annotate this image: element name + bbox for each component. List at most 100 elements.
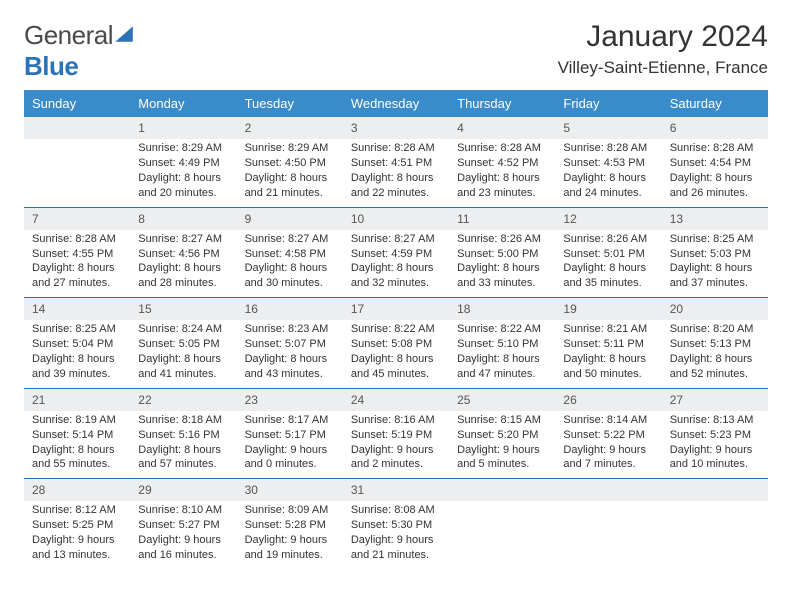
calendar-cell: [24, 117, 130, 207]
calendar-table: SundayMondayTuesdayWednesdayThursdayFrid…: [24, 90, 768, 569]
logo-word-right: Blue: [24, 51, 78, 81]
day-number: 10: [343, 208, 449, 230]
calendar-cell: 31Sunrise: 8:08 AMSunset: 5:30 PMDayligh…: [343, 479, 449, 569]
logo-triangle-icon: [113, 20, 135, 50]
sunrise-text: Sunrise: 8:23 AM: [245, 322, 335, 337]
day-details: Sunrise: 8:22 AMSunset: 5:10 PMDaylight:…: [449, 320, 555, 387]
calendar-cell: 9Sunrise: 8:27 AMSunset: 4:58 PMDaylight…: [237, 207, 343, 298]
sunset-text: Sunset: 5:23 PM: [670, 428, 760, 443]
sunrise-text: Sunrise: 8:08 AM: [351, 503, 441, 518]
daylight-text-2: and 41 minutes.: [138, 367, 228, 382]
daylight-text-1: Daylight: 8 hours: [563, 261, 653, 276]
day-details: Sunrise: 8:08 AMSunset: 5:30 PMDaylight:…: [343, 501, 449, 568]
day-details: Sunrise: 8:19 AMSunset: 5:14 PMDaylight:…: [24, 411, 130, 478]
sunset-text: Sunset: 5:27 PM: [138, 518, 228, 533]
sunrise-text: Sunrise: 8:25 AM: [32, 322, 122, 337]
day-header: Friday: [555, 90, 661, 117]
day-number: 13: [662, 208, 768, 230]
day-number: [555, 479, 661, 501]
day-details: Sunrise: 8:20 AMSunset: 5:13 PMDaylight:…: [662, 320, 768, 387]
sunrise-text: Sunrise: 8:25 AM: [670, 232, 760, 247]
calendar-cell: 23Sunrise: 8:17 AMSunset: 5:17 PMDayligh…: [237, 388, 343, 479]
daylight-text-2: and 52 minutes.: [670, 367, 760, 382]
daylight-text-1: Daylight: 9 hours: [32, 533, 122, 548]
sunrise-text: Sunrise: 8:28 AM: [670, 141, 760, 156]
sunrise-text: Sunrise: 8:22 AM: [351, 322, 441, 337]
sunset-text: Sunset: 4:54 PM: [670, 156, 760, 171]
sunset-text: Sunset: 5:05 PM: [138, 337, 228, 352]
daylight-text-1: Daylight: 8 hours: [32, 443, 122, 458]
daylight-text-1: Daylight: 8 hours: [32, 352, 122, 367]
day-number: 2: [237, 117, 343, 139]
calendar-cell: 5Sunrise: 8:28 AMSunset: 4:53 PMDaylight…: [555, 117, 661, 207]
day-number: 25: [449, 389, 555, 411]
day-details: Sunrise: 8:27 AMSunset: 4:58 PMDaylight:…: [237, 230, 343, 297]
daylight-text-1: Daylight: 8 hours: [138, 352, 228, 367]
day-details: Sunrise: 8:28 AMSunset: 4:53 PMDaylight:…: [555, 139, 661, 206]
sunset-text: Sunset: 5:00 PM: [457, 247, 547, 262]
sunset-text: Sunset: 5:10 PM: [457, 337, 547, 352]
sunrise-text: Sunrise: 8:14 AM: [563, 413, 653, 428]
sunrise-text: Sunrise: 8:26 AM: [457, 232, 547, 247]
calendar-week-row: 1Sunrise: 8:29 AMSunset: 4:49 PMDaylight…: [24, 117, 768, 207]
day-number: 23: [237, 389, 343, 411]
day-number: 16: [237, 298, 343, 320]
sunset-text: Sunset: 5:01 PM: [563, 247, 653, 262]
sunset-text: Sunset: 5:28 PM: [245, 518, 335, 533]
daylight-text-2: and 30 minutes.: [245, 276, 335, 291]
sunset-text: Sunset: 5:08 PM: [351, 337, 441, 352]
calendar-cell: 26Sunrise: 8:14 AMSunset: 5:22 PMDayligh…: [555, 388, 661, 479]
sunrise-text: Sunrise: 8:10 AM: [138, 503, 228, 518]
calendar-cell: 19Sunrise: 8:21 AMSunset: 5:11 PMDayligh…: [555, 298, 661, 389]
logo-word-left: General: [24, 20, 113, 50]
day-header: Saturday: [662, 90, 768, 117]
sunrise-text: Sunrise: 8:15 AM: [457, 413, 547, 428]
calendar-week-row: 7Sunrise: 8:28 AMSunset: 4:55 PMDaylight…: [24, 207, 768, 298]
day-details: Sunrise: 8:21 AMSunset: 5:11 PMDaylight:…: [555, 320, 661, 387]
title-block: January 2024 Villey-Saint-Etienne, Franc…: [558, 20, 768, 78]
sunset-text: Sunset: 5:14 PM: [32, 428, 122, 443]
sunrise-text: Sunrise: 8:19 AM: [32, 413, 122, 428]
daylight-text-1: Daylight: 9 hours: [351, 533, 441, 548]
sunset-text: Sunset: 4:52 PM: [457, 156, 547, 171]
daylight-text-1: Daylight: 8 hours: [670, 261, 760, 276]
daylight-text-1: Daylight: 9 hours: [351, 443, 441, 458]
daylight-text-1: Daylight: 8 hours: [245, 261, 335, 276]
calendar-week-row: 28Sunrise: 8:12 AMSunset: 5:25 PMDayligh…: [24, 479, 768, 569]
day-number: 8: [130, 208, 236, 230]
sunset-text: Sunset: 4:51 PM: [351, 156, 441, 171]
sunrise-text: Sunrise: 8:26 AM: [563, 232, 653, 247]
calendar-cell: 11Sunrise: 8:26 AMSunset: 5:00 PMDayligh…: [449, 207, 555, 298]
sunset-text: Sunset: 4:50 PM: [245, 156, 335, 171]
day-number: 20: [662, 298, 768, 320]
day-details: Sunrise: 8:17 AMSunset: 5:17 PMDaylight:…: [237, 411, 343, 478]
day-number: 18: [449, 298, 555, 320]
sunrise-text: Sunrise: 8:16 AM: [351, 413, 441, 428]
calendar-cell: 18Sunrise: 8:22 AMSunset: 5:10 PMDayligh…: [449, 298, 555, 389]
daylight-text-1: Daylight: 8 hours: [245, 352, 335, 367]
calendar-cell: 21Sunrise: 8:19 AMSunset: 5:14 PMDayligh…: [24, 388, 130, 479]
location-label: Villey-Saint-Etienne, France: [558, 58, 768, 78]
daylight-text-2: and 26 minutes.: [670, 186, 760, 201]
calendar-cell: 12Sunrise: 8:26 AMSunset: 5:01 PMDayligh…: [555, 207, 661, 298]
day-header: Monday: [130, 90, 236, 117]
calendar-cell: 17Sunrise: 8:22 AMSunset: 5:08 PMDayligh…: [343, 298, 449, 389]
calendar-week-row: 14Sunrise: 8:25 AMSunset: 5:04 PMDayligh…: [24, 298, 768, 389]
daylight-text-2: and 13 minutes.: [32, 548, 122, 563]
daylight-text-1: Daylight: 8 hours: [457, 352, 547, 367]
sunrise-text: Sunrise: 8:27 AM: [138, 232, 228, 247]
day-number: 28: [24, 479, 130, 501]
calendar-cell: 29Sunrise: 8:10 AMSunset: 5:27 PMDayligh…: [130, 479, 236, 569]
daylight-text-1: Daylight: 8 hours: [351, 261, 441, 276]
calendar-cell: 16Sunrise: 8:23 AMSunset: 5:07 PMDayligh…: [237, 298, 343, 389]
day-number: 31: [343, 479, 449, 501]
day-details: Sunrise: 8:13 AMSunset: 5:23 PMDaylight:…: [662, 411, 768, 478]
daylight-text-2: and 16 minutes.: [138, 548, 228, 563]
calendar-cell: 28Sunrise: 8:12 AMSunset: 5:25 PMDayligh…: [24, 479, 130, 569]
sunset-text: Sunset: 4:53 PM: [563, 156, 653, 171]
sunset-text: Sunset: 5:03 PM: [670, 247, 760, 262]
sunset-text: Sunset: 5:04 PM: [32, 337, 122, 352]
daylight-text-1: Daylight: 8 hours: [563, 171, 653, 186]
calendar-cell: 10Sunrise: 8:27 AMSunset: 4:59 PMDayligh…: [343, 207, 449, 298]
day-number: [662, 479, 768, 501]
